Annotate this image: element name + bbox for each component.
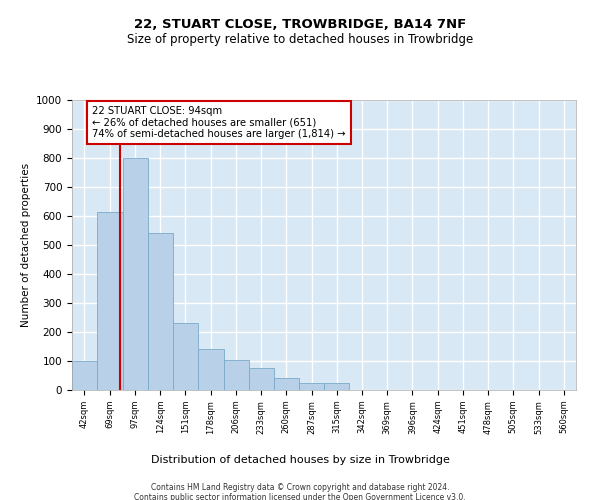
Text: 22, STUART CLOSE, TROWBRIDGE, BA14 7NF: 22, STUART CLOSE, TROWBRIDGE, BA14 7NF [134,18,466,30]
Bar [97,212,123,390]
Bar [325,383,349,390]
Bar [274,378,299,390]
Bar [224,360,248,390]
Text: Contains HM Land Registry data © Crown copyright and database right 2024.: Contains HM Land Registry data © Crown c… [151,482,449,492]
Bar [248,368,274,390]
Text: 22 STUART CLOSE: 94sqm
← 26% of detached houses are smaller (651)
74% of semi-de: 22 STUART CLOSE: 94sqm ← 26% of detached… [92,106,346,139]
Text: Size of property relative to detached houses in Trowbridge: Size of property relative to detached ho… [127,32,473,46]
Text: Distribution of detached houses by size in Trowbridge: Distribution of detached houses by size … [151,455,449,465]
Bar [148,234,173,390]
Bar [72,361,97,390]
Bar [299,383,325,390]
Y-axis label: Number of detached properties: Number of detached properties [20,163,31,327]
Text: Contains public sector information licensed under the Open Government Licence v3: Contains public sector information licen… [134,492,466,500]
Bar [173,324,198,390]
Bar [123,158,148,390]
Bar [198,350,224,390]
